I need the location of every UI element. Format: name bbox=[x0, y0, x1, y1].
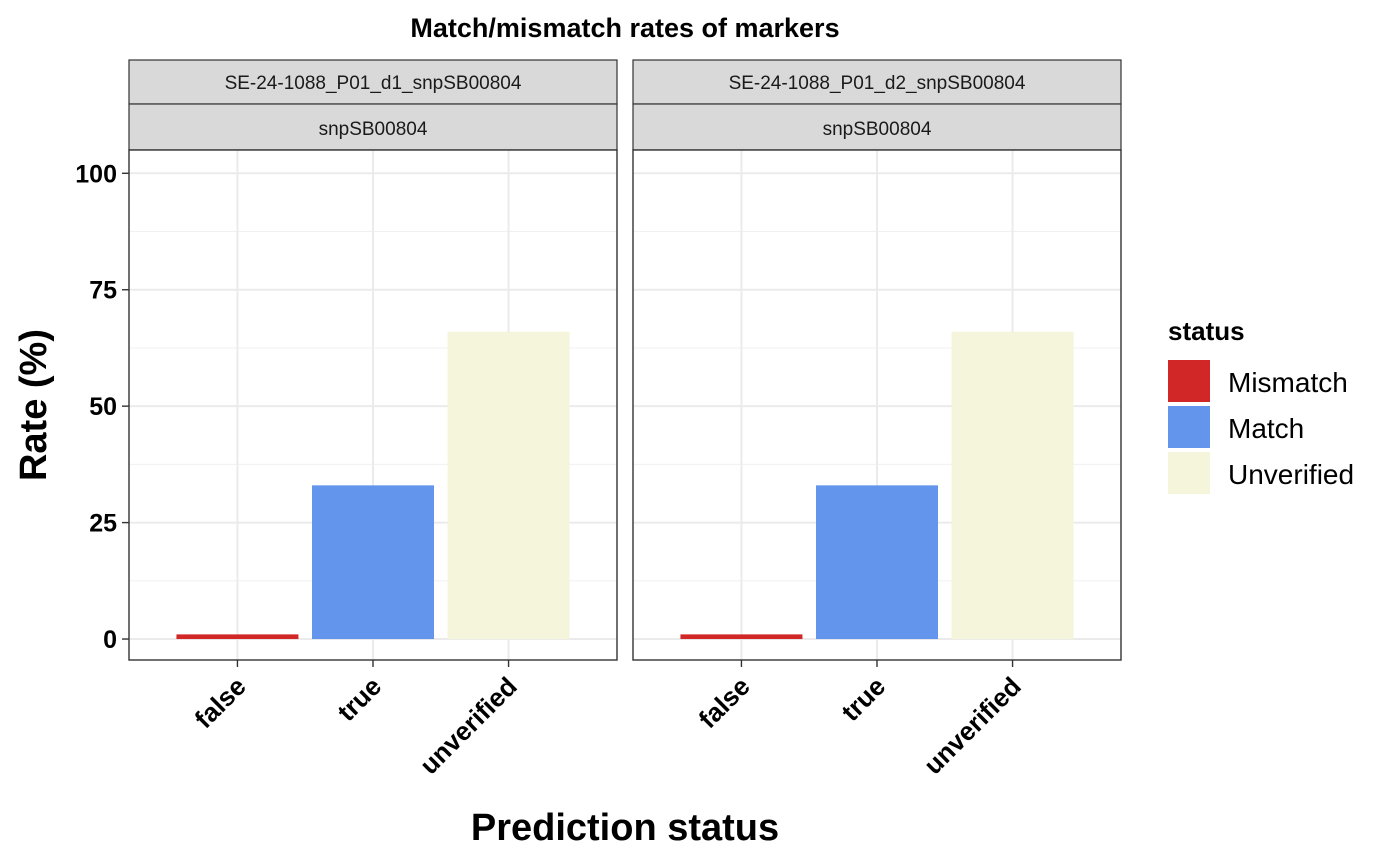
facet-panel-1: SE-24-1088_P01_d1_snpSB00804 snpSB00804 fa… bbox=[128, 59, 618, 780]
facet-strip-inner bbox=[128, 103, 618, 151]
y-tick-label: 100 bbox=[75, 160, 117, 188]
y-tick-label: 25 bbox=[89, 510, 117, 538]
legend: status Mismatch Match Unverified bbox=[1168, 316, 1354, 494]
y-axis: 0 25 50 75 100 bbox=[75, 160, 129, 654]
chart-title: Match/mismatch rates of markers bbox=[410, 13, 839, 43]
bar-true bbox=[312, 485, 434, 640]
x-tick-label: true bbox=[331, 671, 387, 727]
legend-swatch-unverified bbox=[1168, 452, 1210, 494]
y-axis-title: Rate (%) bbox=[13, 329, 55, 481]
legend-title: status bbox=[1168, 316, 1245, 346]
x-tick-label: unverified bbox=[918, 671, 1027, 780]
x-tick-label: unverified bbox=[414, 671, 523, 780]
legend-label-unverified: Unverified bbox=[1228, 459, 1354, 490]
bar-unverified bbox=[447, 331, 570, 640]
y-tick-label: 0 bbox=[103, 626, 117, 654]
facet-strip-outer-label: SE-24-1088_P01_d1_snpSB00804 bbox=[225, 73, 522, 94]
bar-false bbox=[680, 634, 803, 640]
bar-true bbox=[816, 485, 938, 640]
x-tick-label: true bbox=[835, 671, 891, 727]
y-tick-label: 75 bbox=[89, 277, 117, 305]
x-tick-label: false bbox=[189, 671, 252, 734]
legend-swatch-match bbox=[1168, 406, 1210, 448]
y-tick-label: 50 bbox=[89, 393, 117, 421]
legend-label-mismatch: Mismatch bbox=[1228, 367, 1348, 398]
facet-strip-outer bbox=[632, 59, 1122, 105]
facet-strip-outer-label: SE-24-1088_P01_d2_snpSB00804 bbox=[729, 73, 1026, 94]
bar-false bbox=[176, 634, 299, 640]
facet-panels: SE-24-1088_P01_d1_snpSB00804 snpSB00804 fa… bbox=[128, 59, 1122, 780]
x-tick-label: false bbox=[693, 671, 756, 734]
x-axis-title: Prediction status bbox=[471, 807, 779, 849]
facet-panel-2: SE-24-1088_P01_d2_snpSB00804 snpSB00804 fa… bbox=[632, 59, 1122, 780]
facet-strip-inner-label: snpSB00804 bbox=[319, 119, 428, 140]
legend-swatch-mismatch bbox=[1168, 360, 1210, 402]
bar-unverified bbox=[951, 331, 1074, 640]
legend-label-match: Match bbox=[1228, 413, 1304, 444]
facet-strip-outer bbox=[128, 59, 618, 105]
facet-strip-inner-label: snpSB00804 bbox=[823, 119, 932, 140]
